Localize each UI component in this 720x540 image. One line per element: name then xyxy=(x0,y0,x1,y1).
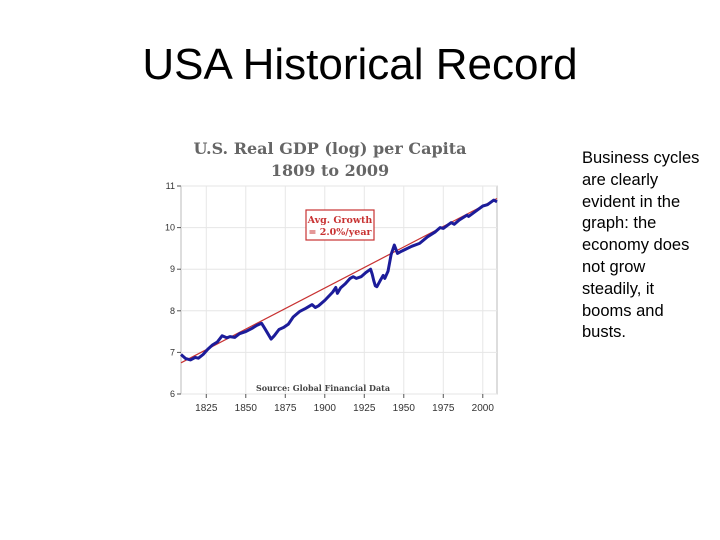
x-tick-label: 2000 xyxy=(472,403,495,414)
annotation-box xyxy=(305,209,375,241)
y-tick-label: 8 xyxy=(170,306,175,316)
x-tick-label: 1825 xyxy=(195,403,218,414)
gdp-chart: U.S. Real GDP (log) per Capita 1809 to 2… xyxy=(160,124,500,424)
y-tick-label: 6 xyxy=(170,389,175,399)
axis-ticks: 6 7 8 9 10 11 1825 1850 1875 1900 1925 1950 1975 2000 xyxy=(165,181,494,414)
x-tick-label: 1925 xyxy=(353,403,376,414)
x-tick-label: 1875 xyxy=(274,403,297,414)
annotation-line-2: = 2.0%/year xyxy=(308,227,372,238)
x-tick-label: 1850 xyxy=(235,403,258,414)
y-tick-label: 9 xyxy=(170,264,175,274)
slide-title: USA Historical Record xyxy=(142,40,578,89)
y-tick-label: 11 xyxy=(166,181,175,191)
chart-title: U.S. Real GDP (log) per Capita xyxy=(194,139,467,158)
y-tick-label: 7 xyxy=(170,347,175,357)
x-tick-label: 1950 xyxy=(393,403,416,414)
x-tick-label: 1975 xyxy=(432,403,455,414)
chart-subtitle: 1809 to 2009 xyxy=(271,161,389,180)
gdp-series-line xyxy=(180,198,498,362)
chart-source: Source: Global Financial Data xyxy=(256,383,390,393)
y-tick-label: 10 xyxy=(165,223,175,233)
slide-body-text: Business cycles are clearly evident in t… xyxy=(582,149,700,342)
x-tick-label: 1900 xyxy=(314,403,337,414)
chart-canvas: U.S. Real GDP (log) per Capita 1809 to 2… xyxy=(165,139,498,414)
annotation-line-1: Avg. Growth xyxy=(307,215,373,226)
growth-annotation: Avg. Growth = 2.0%/year xyxy=(305,209,375,241)
